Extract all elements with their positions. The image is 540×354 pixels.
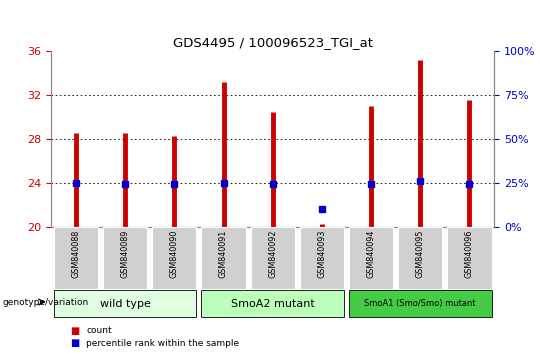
Bar	[103, 227, 147, 289]
Text: SmoA1 (Smo/Smo) mutant: SmoA1 (Smo/Smo) mutant	[364, 299, 476, 308]
Title: GDS4495 / 100096523_TGI_at: GDS4495 / 100096523_TGI_at	[173, 36, 373, 49]
Text: GSM840090: GSM840090	[170, 230, 179, 278]
Text: GSM840094: GSM840094	[367, 230, 376, 278]
Text: ■: ■	[70, 338, 79, 348]
Text: GSM840095: GSM840095	[416, 230, 425, 278]
Text: GSM840092: GSM840092	[268, 230, 277, 278]
Text: count: count	[86, 326, 112, 336]
Text: wild type: wild type	[100, 298, 151, 309]
Bar	[447, 227, 491, 289]
Bar	[349, 290, 491, 317]
Bar	[398, 227, 442, 289]
Text: GSM840096: GSM840096	[465, 230, 474, 278]
Text: GSM840093: GSM840093	[318, 230, 326, 278]
Bar	[201, 227, 246, 289]
Text: ■: ■	[70, 326, 79, 336]
Bar	[300, 227, 344, 289]
Bar	[201, 290, 344, 317]
Bar	[349, 227, 393, 289]
Text: SmoA2 mutant: SmoA2 mutant	[231, 298, 315, 309]
Text: GSM840089: GSM840089	[120, 230, 130, 278]
Bar	[152, 227, 197, 289]
Bar	[251, 227, 295, 289]
Bar	[54, 290, 197, 317]
Text: genotype/variation: genotype/variation	[3, 298, 89, 307]
Text: percentile rank within the sample: percentile rank within the sample	[86, 339, 240, 348]
Bar	[54, 227, 98, 289]
Text: GSM840088: GSM840088	[71, 230, 80, 278]
Text: GSM840091: GSM840091	[219, 230, 228, 278]
